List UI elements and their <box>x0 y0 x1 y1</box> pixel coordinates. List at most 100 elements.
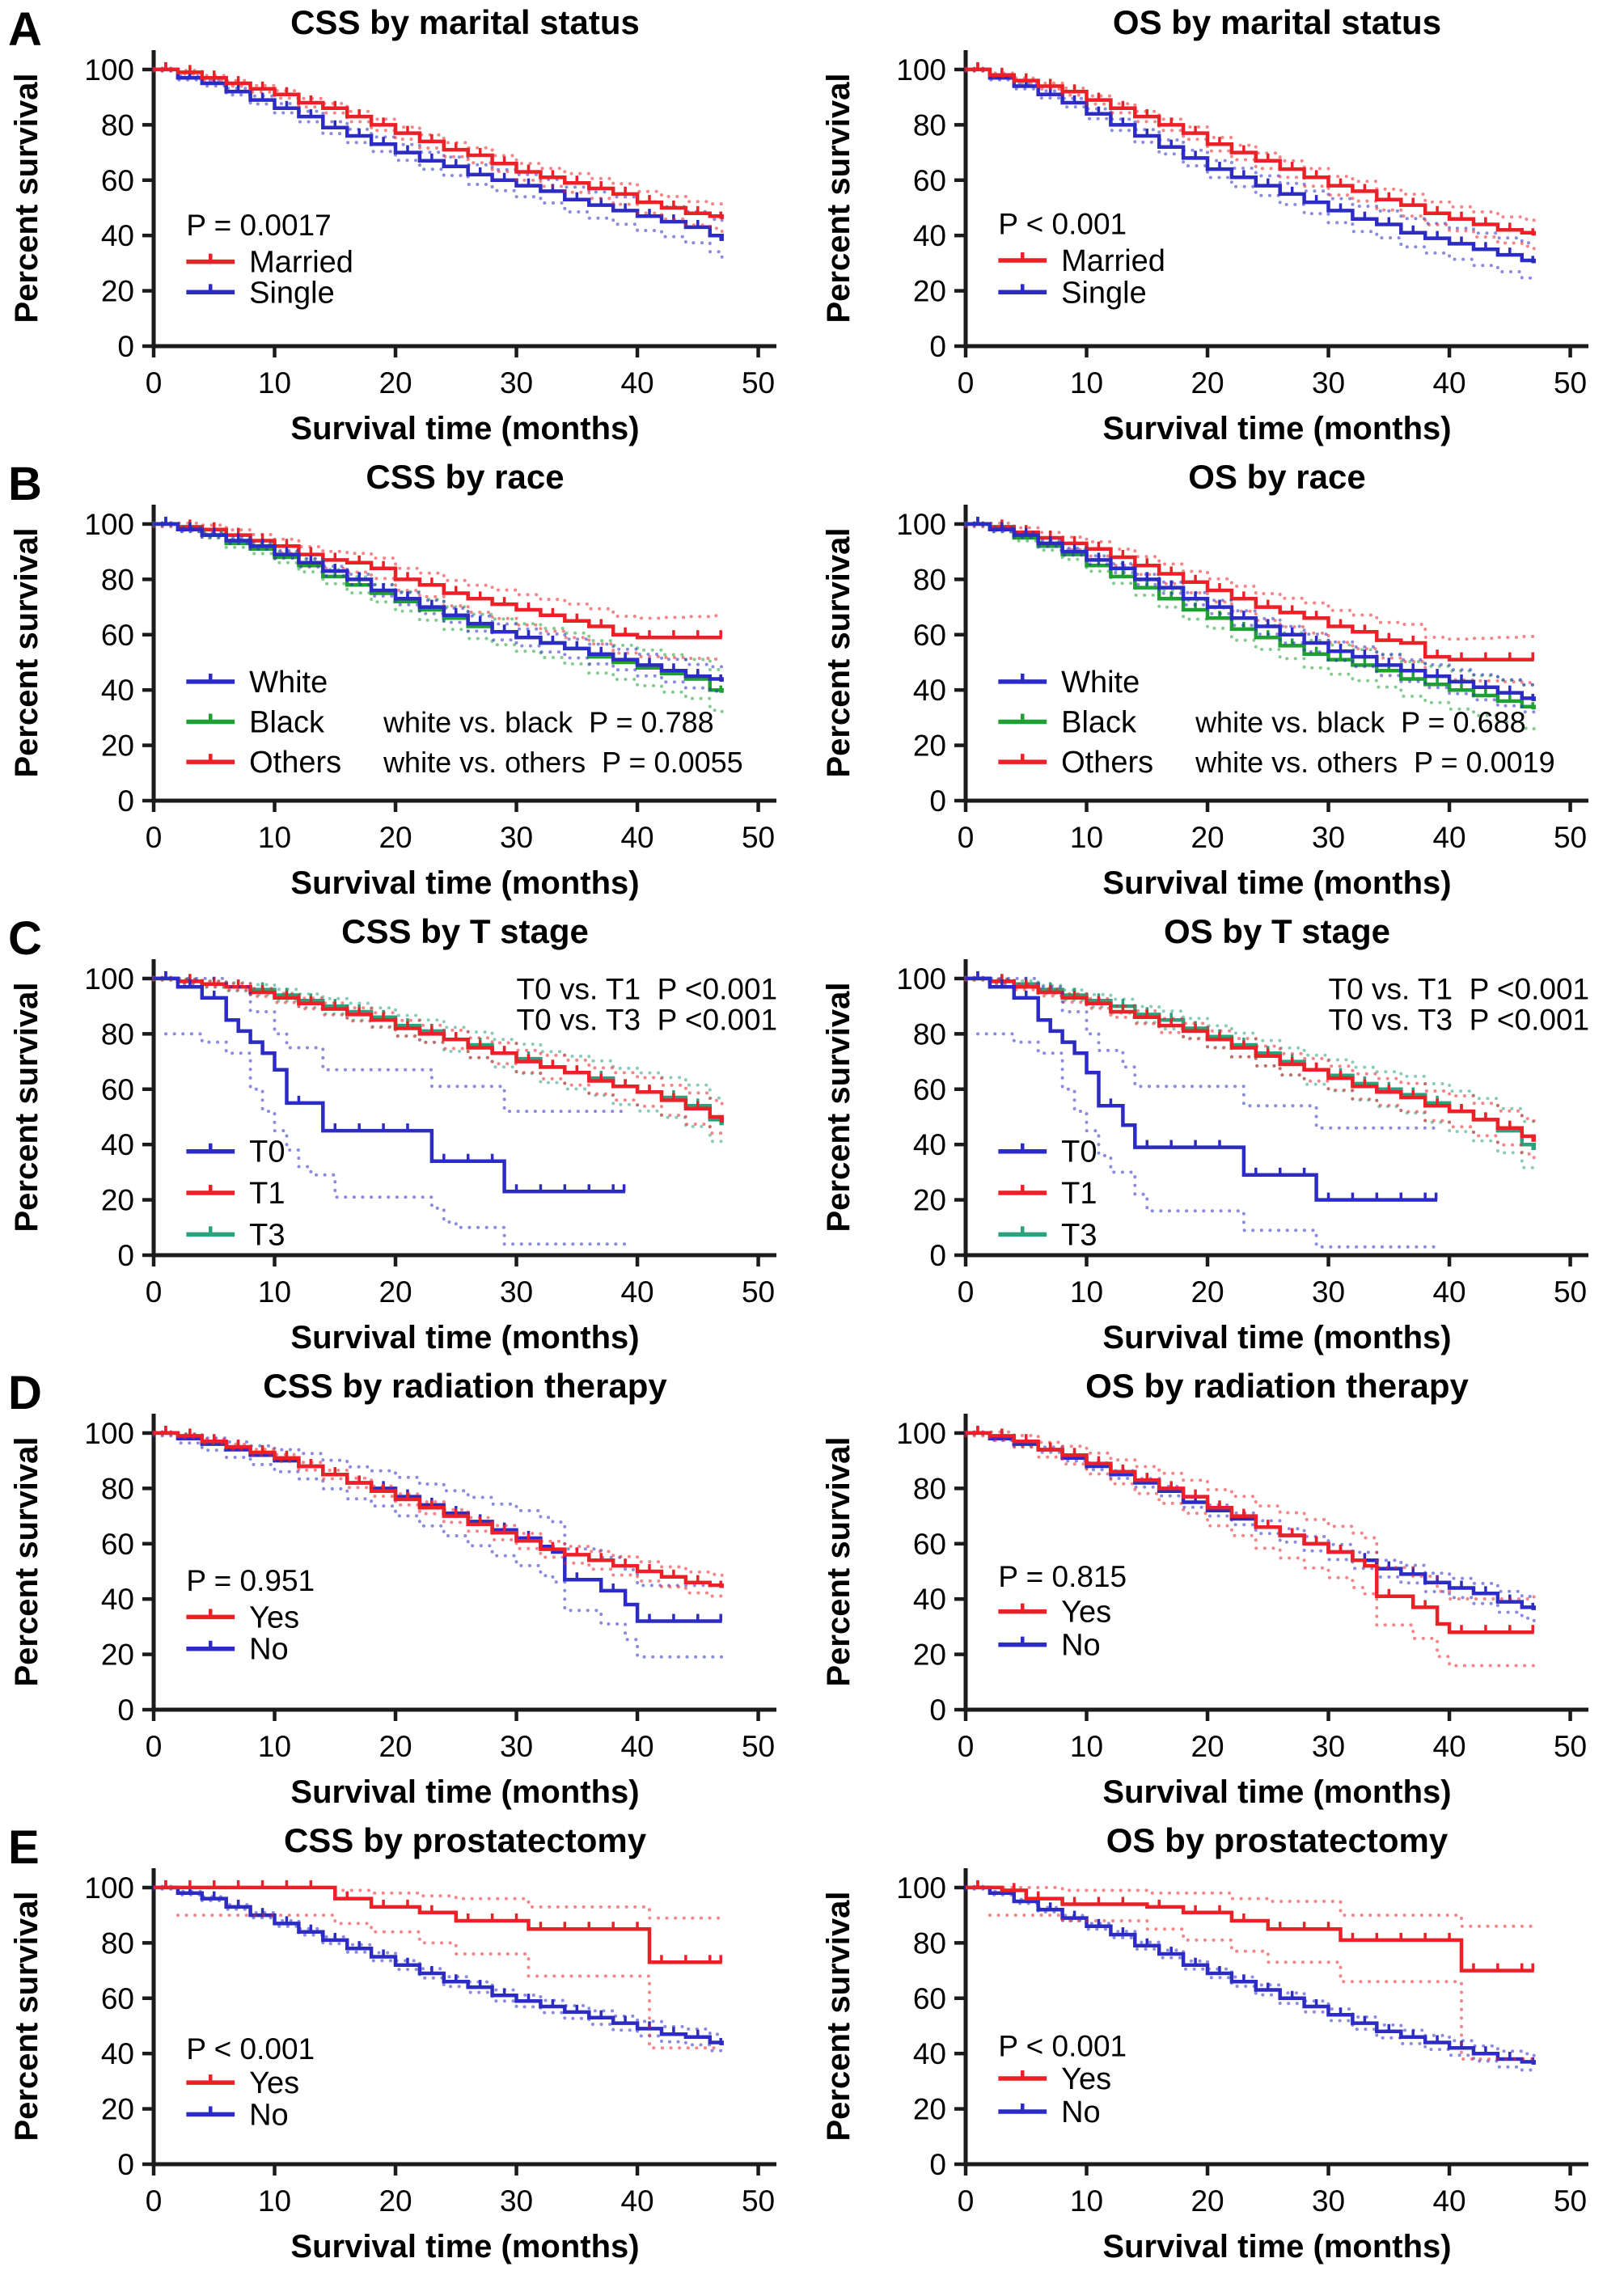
survival-chart-os-prostatectomy: 0 20 40 60 80 100 0 10 20 30 40 50 OS by prostatecto… <box>821 1821 1588 2264</box>
x-axis-label: Survival time (months) <box>1102 1774 1451 1810</box>
x-tick-label: 40 <box>1432 2184 1465 2218</box>
ci-lower-Yes <box>988 1913 1536 2061</box>
y-tick-label: 100 <box>896 53 946 87</box>
y-tick-label: 60 <box>101 619 134 652</box>
y-tick-label: 20 <box>913 729 946 763</box>
y-tick-label: 100 <box>896 1871 946 1905</box>
censor-ticks-Yes <box>976 1425 1534 1633</box>
y-tick-label: 40 <box>913 1583 946 1616</box>
legend-label-No: No <box>249 1633 289 1667</box>
legend-note: white vs. black P = 0.788 <box>383 706 714 739</box>
series-line-Yes <box>154 1431 724 1588</box>
y-tick-label: 20 <box>101 729 134 763</box>
legend-label-No: No <box>249 2098 289 2132</box>
ci-upper-Single <box>964 66 1536 247</box>
figure-row-a: A 0 20 40 60 80 100 0 10 20 30 40 50 CSS by marital … <box>0 0 1624 455</box>
y-tick-label: 100 <box>896 508 946 541</box>
panel-letter-d: D <box>8 1367 42 1419</box>
y-tick-label: 60 <box>913 1528 946 1561</box>
legend-label-Single: Single <box>1061 276 1147 310</box>
panel-letter-c: C <box>8 912 42 965</box>
x-tick-label: 40 <box>1432 1730 1465 1763</box>
censor-ticks-White <box>976 516 1534 701</box>
ci-lower-Single <box>152 69 724 260</box>
figure-row-c: C 0 20 40 60 80 100 0 10 20 30 40 50 CSS by T stage S… <box>0 909 1624 1364</box>
legend-note: white vs. others P = 0.0019 <box>1195 746 1555 779</box>
panel-title: CSS by race <box>366 458 564 496</box>
y-tick-label: 20 <box>101 1184 134 1217</box>
x-tick-label: 30 <box>500 366 533 400</box>
p-value-annotation: T0 vs. T3 P <0.001 <box>517 1003 778 1036</box>
y-axis-label: Percent survival <box>821 1436 856 1686</box>
x-tick-label: 0 <box>958 2184 975 2218</box>
x-tick-label: 20 <box>1191 2184 1224 2218</box>
y-tick-label: 0 <box>117 1239 134 1272</box>
x-tick-label: 40 <box>620 821 653 854</box>
y-axis-label: Percent survival <box>9 73 44 323</box>
y-tick-label: 80 <box>101 1017 134 1051</box>
legend-label-Single: Single <box>249 276 335 310</box>
axis-ticks: 0 20 40 60 80 100 0 10 20 30 40 50 <box>84 53 775 400</box>
series-line-White <box>154 522 724 682</box>
ci-lower-White <box>964 523 1536 717</box>
panel-os-prostatectomy: 0 20 40 60 80 100 0 10 20 30 40 50 OS by prostatecto… <box>812 1818 1624 2273</box>
ci-lower-No <box>964 1432 1536 1623</box>
x-tick-label: 50 <box>742 821 775 854</box>
p-value-annotation: P = 0.815 <box>998 1560 1127 1593</box>
legend-label-Yes: Yes <box>1061 1596 1111 1630</box>
x-tick-label: 30 <box>500 1275 533 1309</box>
survival-chart-os-radiation: 0 20 40 60 80 100 0 10 20 30 40 50 OS by radiation t… <box>821 1367 1588 1810</box>
x-tick-label: 40 <box>620 366 653 400</box>
survival-chart-css-marital: 0 20 40 60 80 100 0 10 20 30 40 50 CSS by marital st… <box>9 3 776 446</box>
y-tick-label: 100 <box>896 962 946 996</box>
p-value-annotation: T0 vs. T1 P <0.001 <box>517 973 778 1006</box>
panel-css-marital: A 0 20 40 60 80 100 0 10 20 30 40 50 CSS by marital … <box>0 0 812 455</box>
survival-chart-os-marital: 0 20 40 60 80 100 0 10 20 30 40 50 OS by marital sta… <box>821 3 1588 446</box>
censor-ticks-T0 <box>976 970 1438 1200</box>
ci-lower-Married <box>964 69 1536 252</box>
censor-ticks-Yes <box>164 1425 722 1588</box>
ci-lower-Black <box>964 523 1536 734</box>
y-tick-label: 80 <box>101 563 134 596</box>
ci-lower-T0 <box>976 1032 1440 1249</box>
legend-label-Black: Black <box>249 706 325 740</box>
panel-title: CSS by radiation therapy <box>263 1367 667 1405</box>
y-tick-label: 20 <box>101 2093 134 2126</box>
y-tick-label: 60 <box>913 1073 946 1106</box>
x-tick-label: 50 <box>1554 366 1587 400</box>
censor-ticks-White <box>164 516 722 682</box>
y-tick-label: 0 <box>117 1694 134 1727</box>
panel-os-race: 0 20 40 60 80 100 0 10 20 30 40 50 OS by race Surviva… <box>812 455 1624 909</box>
survival-chart-os-race: 0 20 40 60 80 100 0 10 20 30 40 50 OS by race Surviva… <box>821 458 1588 901</box>
y-tick-label: 40 <box>913 2037 946 2070</box>
figure-row-b: B 0 20 40 60 80 100 0 10 20 30 40 50 CSS by race Surv… <box>0 455 1624 909</box>
censor-ticks-Yes <box>164 1880 722 1963</box>
y-tick-label: 0 <box>117 784 134 818</box>
series-line-No <box>966 1885 1536 2065</box>
ci-lower-Black <box>152 523 724 716</box>
legend-label-Others: Others <box>1061 746 1153 780</box>
legend-label-Married: Married <box>249 246 353 280</box>
x-axis-label: Survival time (months) <box>290 865 639 901</box>
x-tick-label: 0 <box>146 366 163 400</box>
y-axis-label: Percent survival <box>821 1891 856 2141</box>
x-tick-label: 10 <box>1070 1275 1103 1309</box>
panel-css-race: B 0 20 40 60 80 100 0 10 20 30 40 50 CSS by race Surv… <box>0 455 812 909</box>
p-value-annotation: T0 vs. T3 P <0.001 <box>1329 1003 1590 1036</box>
series-line-T0 <box>154 976 626 1194</box>
censor-ticks-Others <box>164 516 722 638</box>
x-tick-label: 20 <box>379 821 412 854</box>
survival-chart-css-race: 0 20 40 60 80 100 0 10 20 30 40 50 CSS by race Surviv… <box>9 458 776 901</box>
y-tick-label: 0 <box>929 784 946 818</box>
series-line-Single <box>966 67 1536 264</box>
x-tick-label: 10 <box>258 366 291 400</box>
y-tick-label: 40 <box>913 674 946 707</box>
legend: T0 T1 T3 <box>998 1135 1097 1252</box>
y-axis-label: Percent survival <box>9 982 44 1232</box>
axis-ticks: 0 20 40 60 80 100 0 10 20 30 40 50 <box>896 1871 1587 2218</box>
x-tick-label: 40 <box>1432 821 1465 854</box>
ci-lower-No <box>152 1434 724 1664</box>
